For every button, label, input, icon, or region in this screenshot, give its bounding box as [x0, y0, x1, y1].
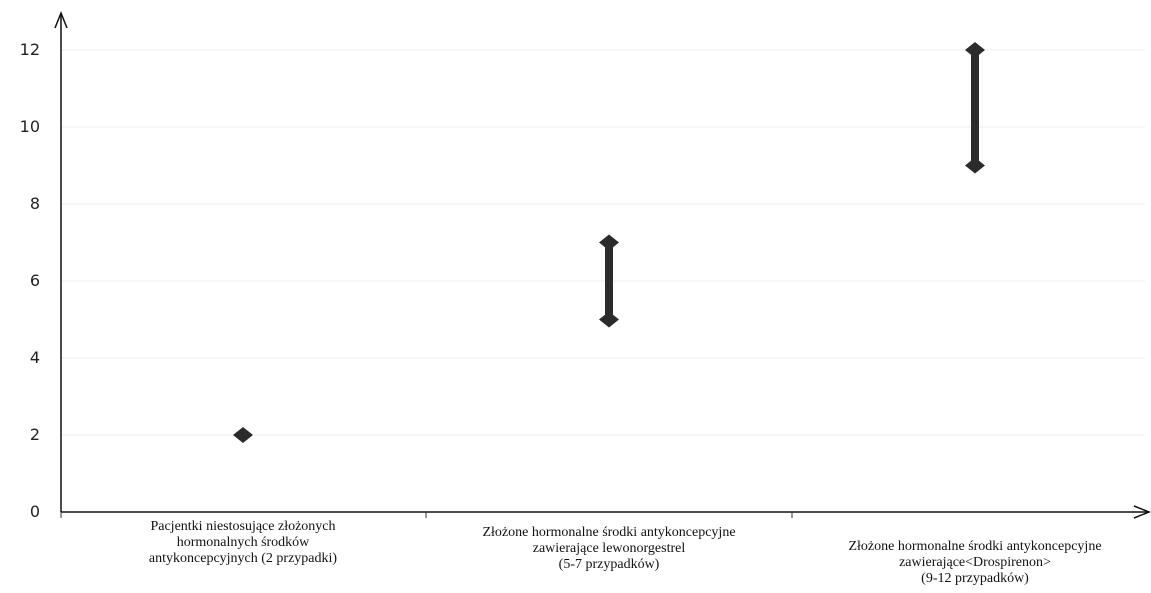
- range-marks: [233, 42, 985, 443]
- category-label-1: Złożone hormonalne środki antykoncepcyjn…: [482, 525, 735, 572]
- category-label-line: zawierające<Drospirenon>: [899, 555, 1051, 570]
- category-label-line: antykoncepcyjnych (2 przypadki): [149, 551, 337, 566]
- category-label-line: (9-12 przypadków): [921, 571, 1029, 586]
- y-tick-label-2: 2: [30, 425, 40, 444]
- category-label-line: Złożone hormonalne środki antykoncepcyjn…: [482, 525, 735, 540]
- category-label-0: Pacjentki niestosujące złożonych hormonal…: [149, 519, 337, 566]
- x-axis-arrow: [1133, 505, 1151, 519]
- grid-layer: [61, 49, 1145, 436]
- x-tick-marks: [60, 512, 793, 518]
- range-low-marker-2: [965, 157, 985, 174]
- y-tick-label-0: 0: [30, 502, 40, 521]
- category-label-line: Pacjentki niestosujące złożonych: [150, 519, 335, 534]
- range-low-marker-1: [599, 311, 619, 328]
- y-tick-label-12: 12: [20, 40, 40, 59]
- y-tick-label-8: 8: [30, 194, 40, 213]
- category-label-line: zawierające lewonorgestrel: [533, 541, 686, 556]
- range-point-marker-0: [233, 427, 253, 443]
- category-labels: Pacjentki niestosujące złożonych hormonal…: [149, 519, 1102, 586]
- category-label-2: Złożone hormonalne środki antykoncepcyjn…: [848, 539, 1101, 586]
- category-label-line: (5-7 przypadków): [559, 557, 660, 572]
- axes-layer: [54, 10, 1151, 519]
- range-high-marker-2: [965, 42, 985, 58]
- y-axis-arrow: [54, 10, 68, 29]
- y-tick-label-4: 4: [30, 348, 40, 367]
- y-tick-label-6: 6: [30, 271, 40, 290]
- category-label-line: hormonalnych środków: [177, 535, 310, 550]
- range-high-marker-1: [599, 234, 619, 251]
- y-tick-labels: 0 2 4 6 8 10 12: [20, 40, 40, 521]
- category-label-line: Złożone hormonalne środki antykoncepcyjn…: [848, 539, 1101, 554]
- y-tick-label-10: 10: [20, 117, 40, 136]
